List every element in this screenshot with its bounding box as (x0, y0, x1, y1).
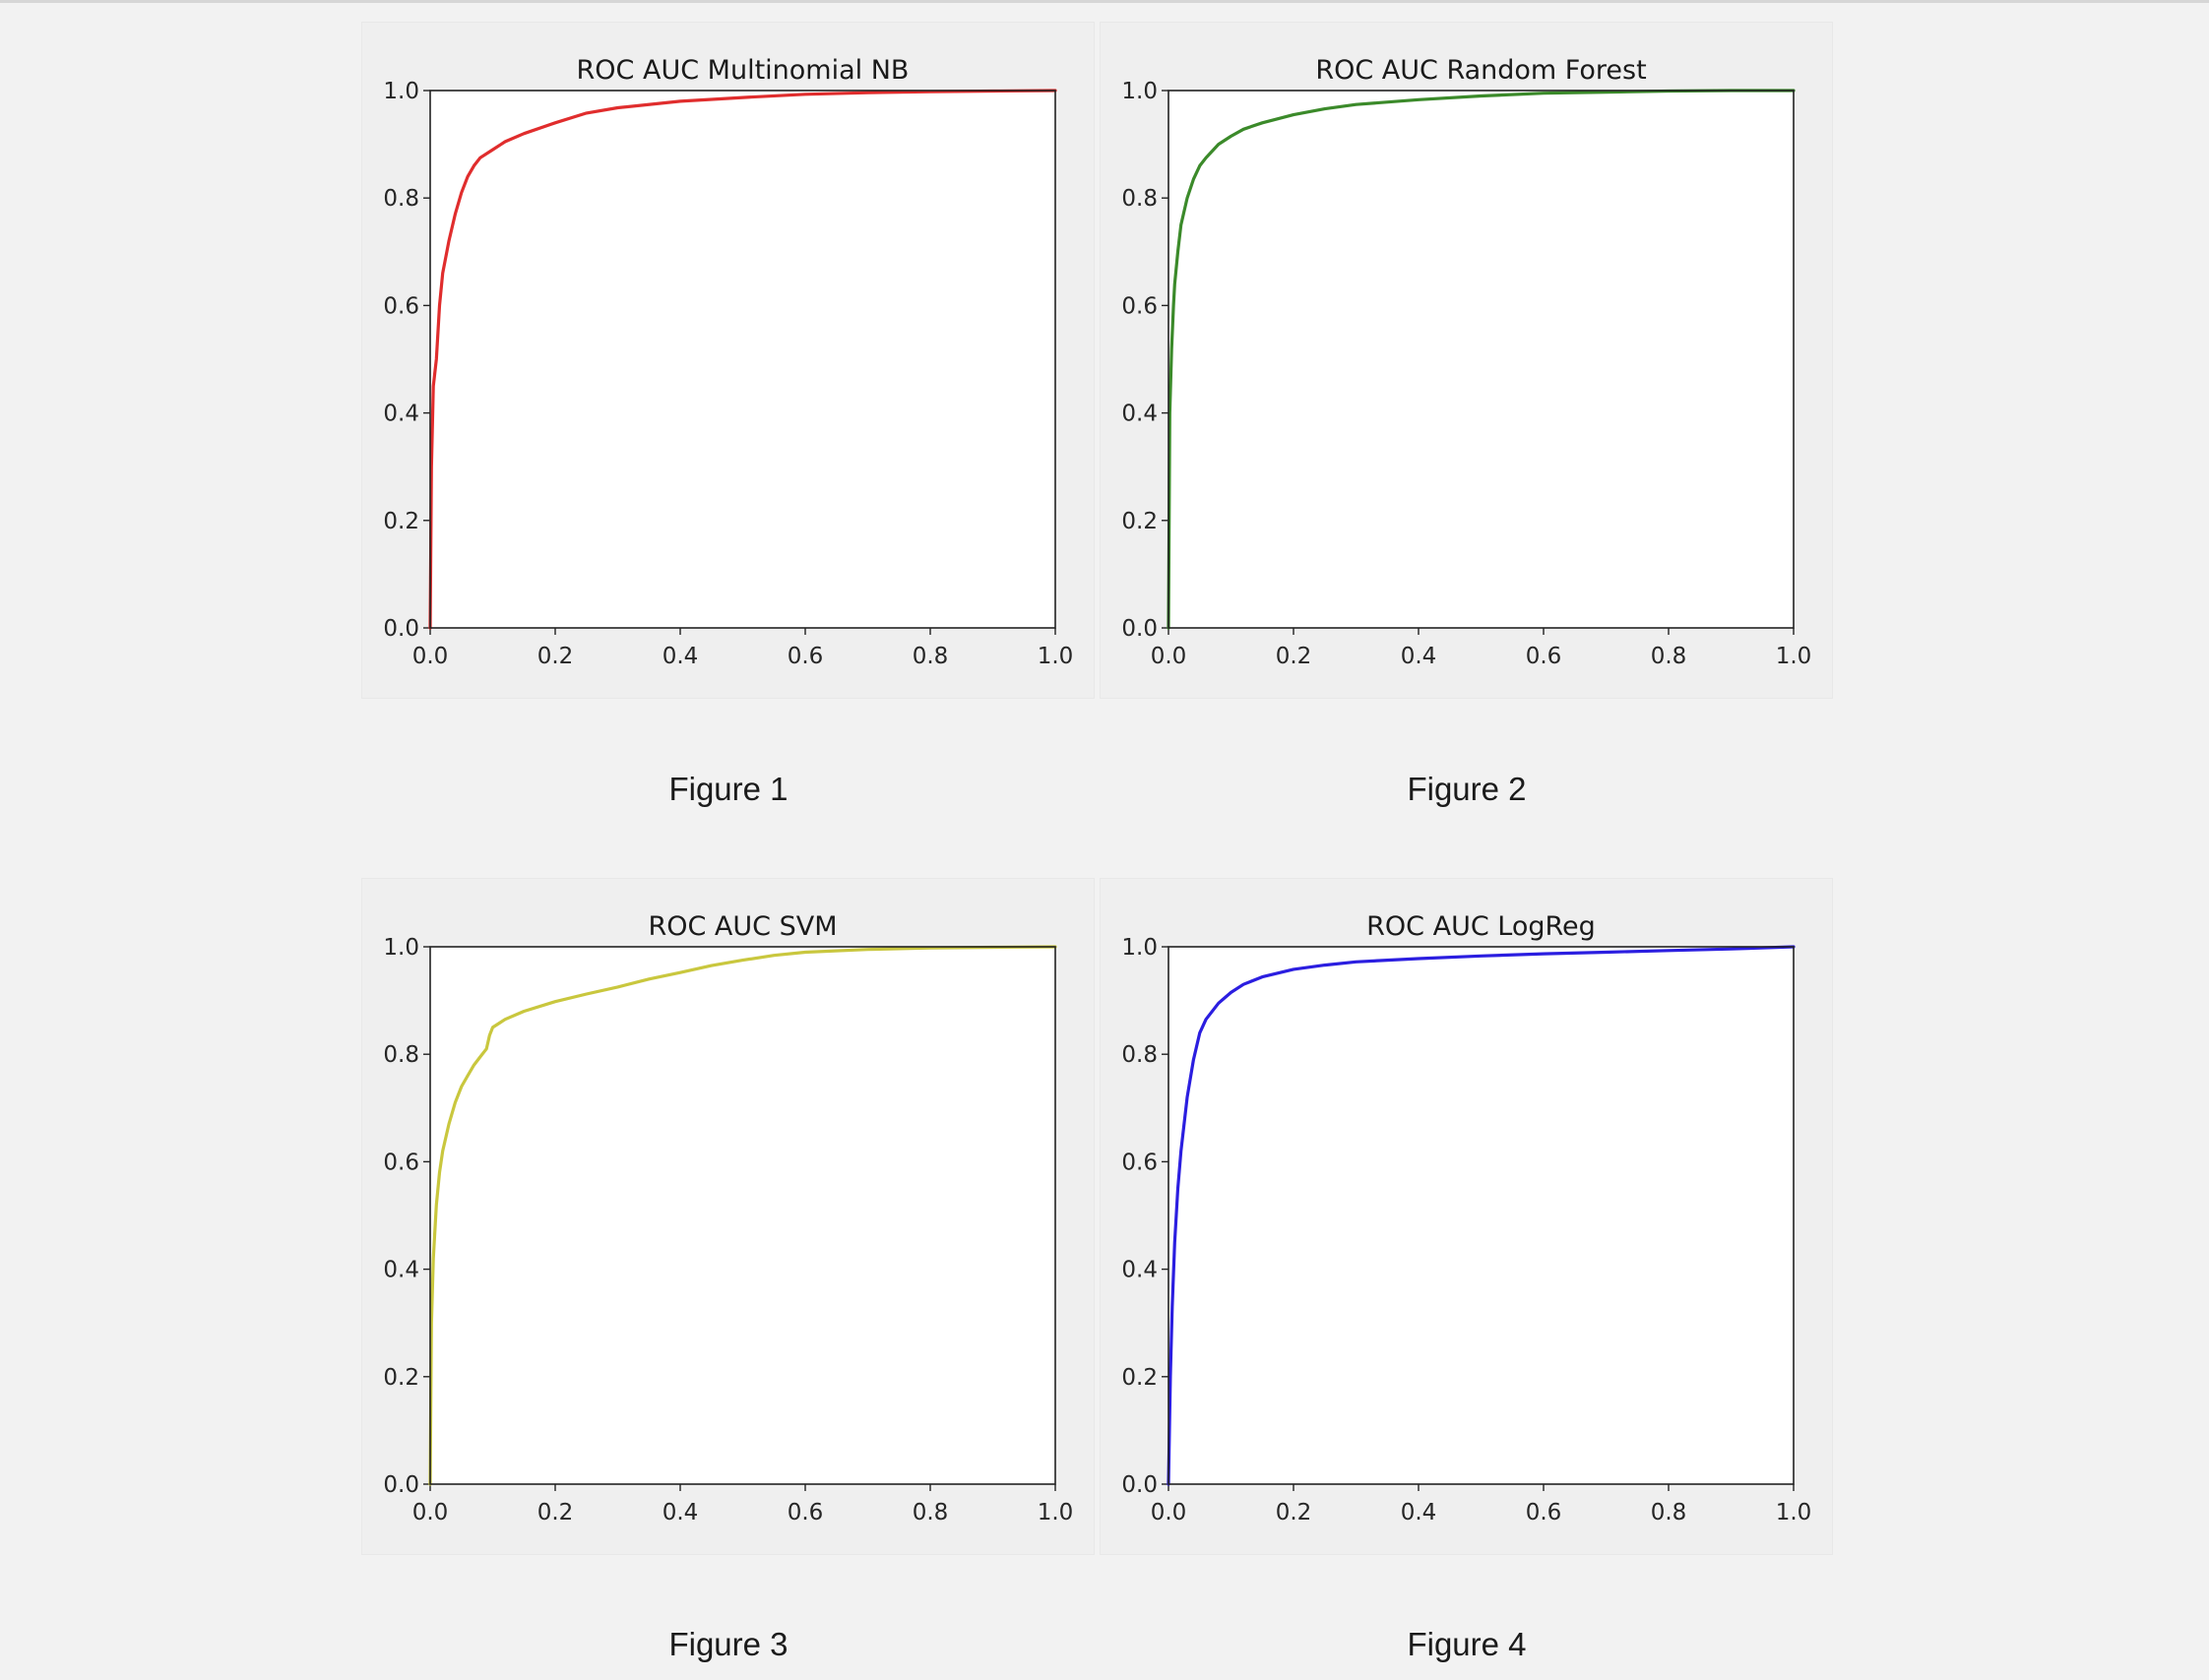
chart-title: ROC AUC Multinomial NB (577, 55, 910, 86)
x-tick-label: 0.4 (663, 644, 699, 669)
figure-1-caption: Figure 1 (581, 771, 876, 808)
y-tick-label: 0.8 (1121, 1042, 1158, 1068)
figure-3-caption: Figure 3 (581, 1626, 876, 1663)
y-tick-label: 0.0 (1121, 616, 1158, 642)
y-tick-label: 1.0 (383, 79, 419, 104)
plot-area (430, 91, 1055, 628)
chart-panel-1: ROC AUC Multinomial NB 0.0 0.2 0.4 0.6 0.8 1.0… (361, 22, 1095, 699)
y-tick-label: 0.8 (1121, 186, 1158, 212)
x-tick-label: 0.0 (1151, 1500, 1187, 1525)
x-tick-label: 0.6 (1526, 644, 1562, 669)
x-tick-label: 0.2 (1276, 644, 1312, 669)
chart-panel-3: ROC AUC SVM 0.0 0.2 0.4 0.6 0.8 1.0 0.0 0.2 0.4 0.… (361, 878, 1095, 1555)
y-tick-label: 0.0 (383, 616, 419, 642)
y-tick-label: 0.0 (383, 1472, 419, 1498)
roc-chart-random-forest: ROC AUC Random Forest 0.0 0.2 0.4 0.6 0.8 1.0 0… (1101, 23, 1834, 700)
x-tick-label: 0.6 (788, 1500, 824, 1525)
y-tick-label: 0.6 (383, 1150, 419, 1175)
x-tick-label: 0.8 (1651, 644, 1687, 669)
plot-area (430, 947, 1055, 1484)
chart-panel-2: ROC AUC Random Forest 0.0 0.2 0.4 0.6 0.8 1.0 0… (1100, 22, 1833, 699)
x-tick-label: 0.8 (913, 644, 949, 669)
x-tick-label: 0.4 (1401, 1500, 1437, 1525)
roc-chart-logreg: ROC AUC LogReg 0.0 0.2 0.4 0.6 0.8 1.0 0.0 0.2 0.… (1101, 879, 1834, 1556)
y-tick-label: 0.2 (1121, 1365, 1158, 1391)
chart-title: ROC AUC SVM (648, 911, 837, 942)
y-tick-label: 0.2 (1121, 509, 1158, 534)
x-tick-label: 1.0 (1776, 644, 1812, 669)
x-tick-label: 1.0 (1776, 1500, 1812, 1525)
y-tick-label: 0.4 (1121, 402, 1158, 427)
x-tick-label: 0.2 (1276, 1500, 1312, 1525)
y-tick-label: 1.0 (1121, 79, 1158, 104)
y-tick-label: 0.2 (383, 509, 419, 534)
x-tick-label: 0.0 (412, 1500, 449, 1525)
plot-area (1168, 947, 1794, 1484)
y-tick-label: 0.4 (383, 402, 419, 427)
y-tick-label: 0.2 (383, 1365, 419, 1391)
y-tick-label: 0.6 (383, 293, 419, 319)
y-tick-label: 1.0 (383, 935, 419, 961)
y-tick-label: 0.0 (1121, 1472, 1158, 1498)
x-tick-label: 0.8 (913, 1500, 949, 1525)
x-tick-label: 0.2 (537, 1500, 574, 1525)
y-tick-label: 0.4 (383, 1258, 419, 1283)
x-tick-label: 0.6 (1526, 1500, 1562, 1525)
chart-title: ROC AUC LogReg (1366, 911, 1596, 942)
top-divider (0, 0, 2209, 3)
x-tick-label: 0.2 (537, 644, 574, 669)
x-tick-label: 0.4 (1401, 644, 1437, 669)
chart-title: ROC AUC Random Forest (1315, 55, 1646, 86)
chart-panel-4: ROC AUC LogReg 0.0 0.2 0.4 0.6 0.8 1.0 0.0 0.2 0.… (1100, 878, 1833, 1555)
y-tick-label: 0.6 (1121, 293, 1158, 319)
y-tick-label: 0.8 (383, 1042, 419, 1068)
x-tick-label: 0.0 (1151, 644, 1187, 669)
roc-chart-multinomial-nb: ROC AUC Multinomial NB 0.0 0.2 0.4 0.6 0.8 1.0… (362, 23, 1096, 700)
x-tick-label: 0.6 (788, 644, 824, 669)
x-tick-label: 1.0 (1038, 644, 1074, 669)
y-tick-label: 1.0 (1121, 935, 1158, 961)
y-tick-label: 0.6 (1121, 1150, 1158, 1175)
x-tick-label: 0.0 (412, 644, 449, 669)
x-tick-label: 0.8 (1651, 1500, 1687, 1525)
figure-4-caption: Figure 4 (1319, 1626, 1614, 1663)
x-tick-label: 0.4 (663, 1500, 699, 1525)
x-tick-label: 1.0 (1038, 1500, 1074, 1525)
plot-area (1168, 91, 1794, 628)
figure-2-caption: Figure 2 (1319, 771, 1614, 808)
y-tick-label: 0.8 (383, 186, 419, 212)
roc-chart-svm: ROC AUC SVM 0.0 0.2 0.4 0.6 0.8 1.0 0.0 0.2 0.4 0.… (362, 879, 1096, 1556)
y-tick-label: 0.4 (1121, 1258, 1158, 1283)
